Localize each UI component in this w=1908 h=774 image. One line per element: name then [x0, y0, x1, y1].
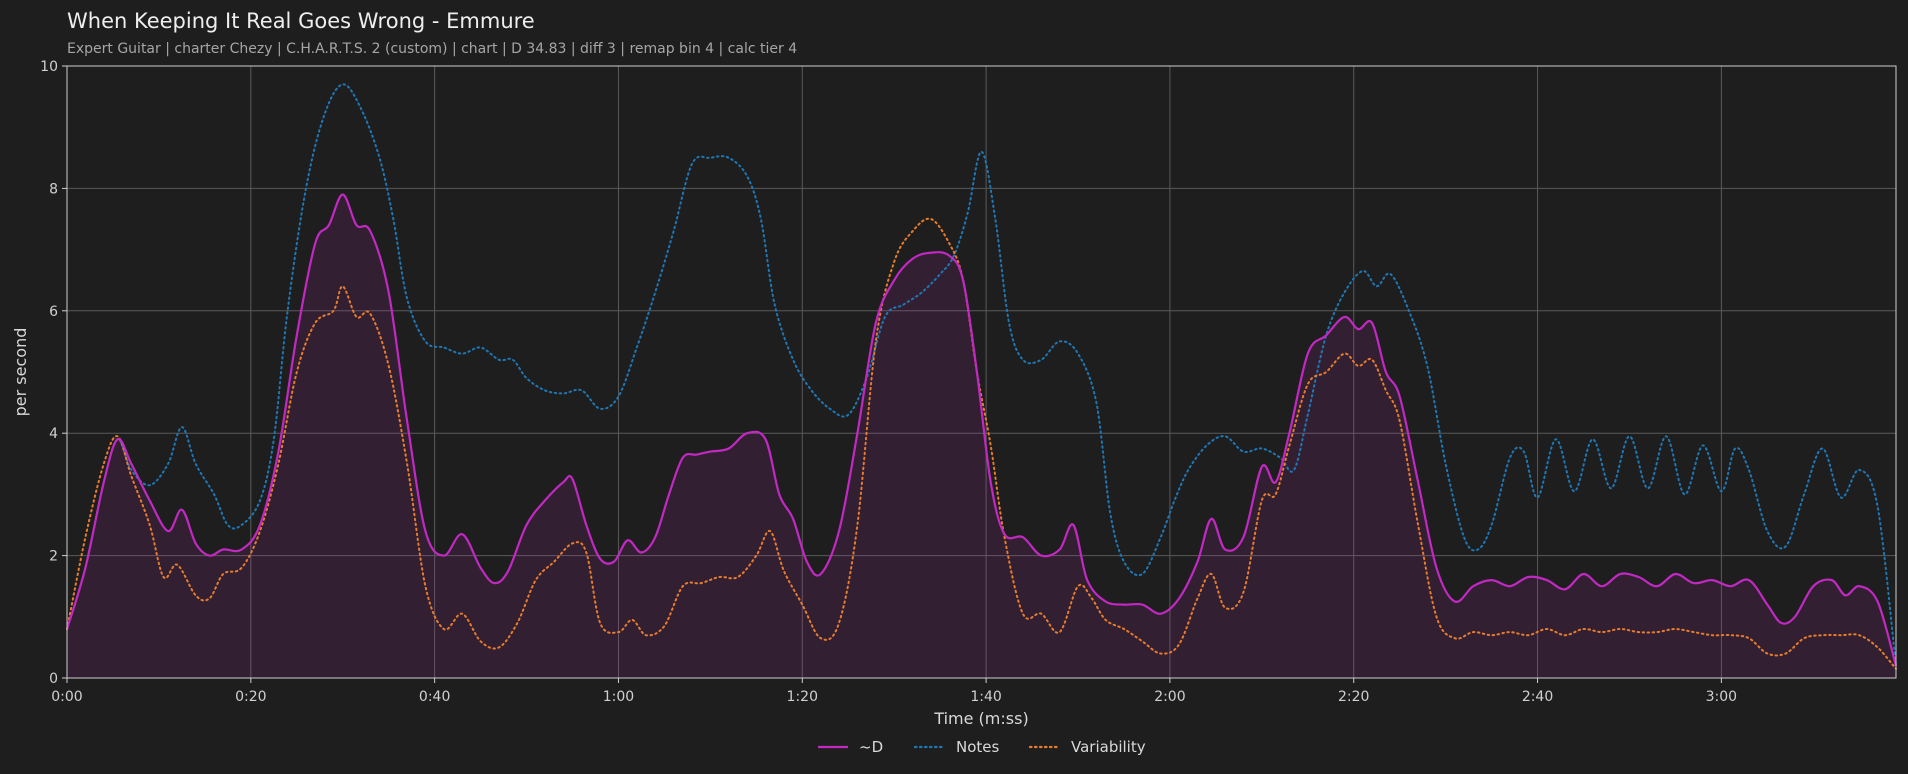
chart-header: When Keeping It Real Goes Wrong - Emmure… [67, 6, 797, 58]
y-tick-label: 0 [49, 671, 58, 687]
y-tick-label: 6 [49, 304, 58, 320]
series-line-d [65, 193, 1898, 667]
legend: ~D Notes Variability [818, 738, 1146, 756]
series-fill-d [67, 194, 1896, 678]
y-axis-label: per second [11, 328, 30, 417]
legend-item: Variability [1028, 738, 1146, 756]
x-tick-label: 1:40 [970, 689, 1001, 705]
series-line-variability [66, 217, 1897, 670]
x-tick-label: 2:40 [1522, 689, 1553, 705]
series-line-notes [66, 83, 1897, 667]
y-tick-label: 8 [49, 181, 58, 197]
legend-label: Variability [1071, 738, 1146, 756]
x-tick-label: 0:40 [419, 689, 450, 705]
y-tick-label: 2 [49, 549, 58, 565]
x-tick-label: 0:20 [235, 689, 266, 705]
legend-label: ~D [859, 738, 883, 756]
x-tick-label: 1:20 [787, 689, 818, 705]
legend-item: Notes [913, 738, 1000, 756]
x-axis-ticks: 0:00 0:20 0:40 1:00 1:20 1:40 2:00 2:20 2:40 3:00 [51, 678, 1737, 705]
legend-item: ~D [818, 738, 883, 756]
series-fills [67, 194, 1896, 678]
chart-subtitle: Expert Guitar | charter Chezy | C.H.A.R.… [67, 41, 798, 57]
x-tick-label: 0:00 [51, 689, 82, 705]
y-tick-label: 4 [49, 426, 58, 442]
y-tick-label: 10 [40, 59, 58, 75]
x-tick-label: 3:00 [1706, 689, 1737, 705]
x-tick-label: 1:00 [603, 689, 634, 705]
x-tick-label: 2:20 [1338, 689, 1369, 705]
x-tick-label: 2:00 [1154, 689, 1185, 705]
series-lines [65, 83, 1898, 670]
chart-title: When Keeping It Real Goes Wrong - Emmure [67, 9, 535, 33]
y-axis-ticks: 0 2 4 6 8 10 [40, 59, 67, 687]
legend-label: Notes [956, 738, 1000, 756]
x-axis-label: Time (m:ss) [933, 709, 1028, 728]
plot-frame [66, 65, 1897, 679]
